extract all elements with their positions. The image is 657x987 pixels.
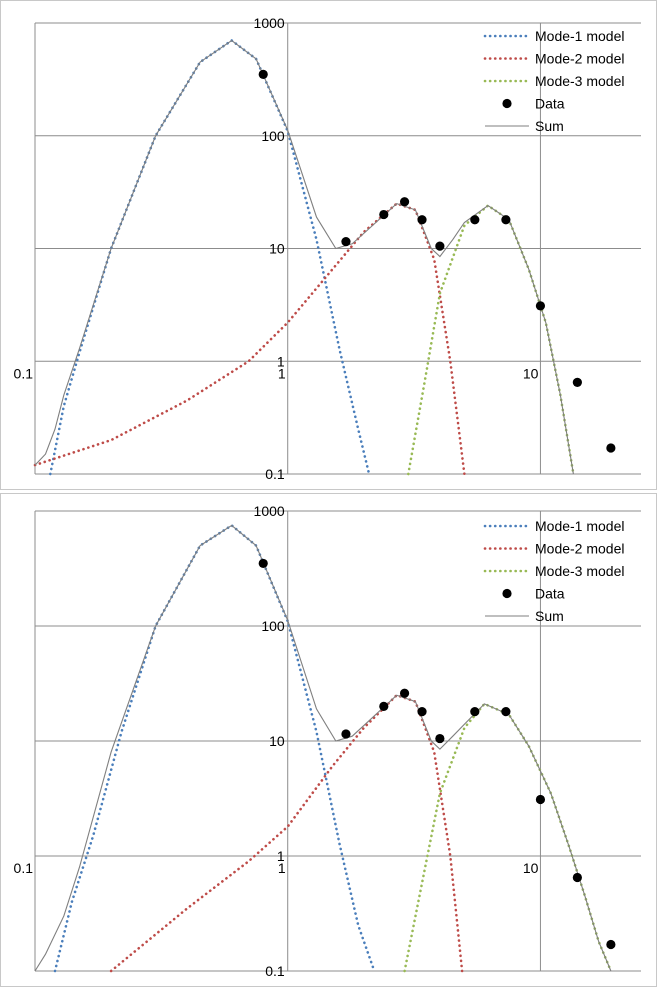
series-line-1 xyxy=(53,523,376,973)
x-tick-label: 0.1 xyxy=(14,365,34,381)
x-tick-label: 1 xyxy=(278,365,286,381)
legend-label: Sum xyxy=(535,118,564,134)
data-point xyxy=(572,872,582,883)
y-tick-label: 0.1 xyxy=(265,963,285,979)
data-point xyxy=(258,558,268,569)
data-point xyxy=(341,237,351,247)
x-tick-label: 0.1 xyxy=(14,860,34,876)
x-tick-label: 10 xyxy=(523,860,539,876)
data-point xyxy=(470,707,480,717)
legend-marker xyxy=(502,98,512,109)
data-point xyxy=(341,729,351,739)
y-tick-label: 10 xyxy=(269,241,285,257)
series-line-3 xyxy=(403,702,613,973)
chart-bottom-svg: 0.1 1 10 0.1 1 10 100 1000 Mode-1 model Mode-2 mo… xyxy=(14,503,641,979)
y-tick-label: 0.1 xyxy=(265,466,285,482)
chart-top-svg: 0.1 1 10 0.1 1 10 100 1000 Mode-1 model Mode-2 mo… xyxy=(14,15,641,482)
legend-label: Mode-3 model xyxy=(535,563,625,579)
x-tick-label: 10 xyxy=(523,365,539,381)
y-tick-label: 1000 xyxy=(254,503,285,519)
legend-label: Sum xyxy=(535,608,564,624)
series-lines xyxy=(34,523,613,973)
series-line-2 xyxy=(109,693,464,973)
series-lines xyxy=(33,38,575,476)
data-point xyxy=(379,701,389,711)
data-point xyxy=(606,443,616,453)
data-point xyxy=(535,794,546,805)
y-tick-label: 1000 xyxy=(254,15,285,31)
data-markers xyxy=(258,558,616,950)
data-point xyxy=(417,215,427,225)
data-markers xyxy=(258,69,616,453)
data-point xyxy=(258,69,268,80)
data-point xyxy=(535,301,546,311)
legend-label: Data xyxy=(535,586,565,602)
data-point xyxy=(379,209,389,220)
series-line-1 xyxy=(48,38,371,476)
legend: Mode-1 model Mode-2 model Mode-3 model Data… xyxy=(483,28,625,134)
data-point xyxy=(501,707,511,717)
series-line-2 xyxy=(33,202,466,476)
data-point xyxy=(399,688,410,698)
y-tick-label: 100 xyxy=(261,618,285,634)
tick-labels: 0.1 1 10 0.1 1 10 100 1000 xyxy=(14,15,539,482)
legend-label: Mode-1 model xyxy=(535,518,625,534)
data-point xyxy=(501,215,511,225)
data-point xyxy=(435,241,445,251)
x-tick-label: 1 xyxy=(278,860,286,876)
data-point xyxy=(435,733,445,744)
legend-label: Data xyxy=(535,96,565,112)
legend-label: Mode-2 model xyxy=(535,541,625,557)
chart-panel-top: 0.1 1 10 0.1 1 10 100 1000 Mode-1 model Mode-2 mo… xyxy=(0,0,657,490)
data-point xyxy=(572,377,582,387)
legend-marker xyxy=(502,588,512,599)
legend-label: Mode-2 model xyxy=(535,51,625,67)
data-point xyxy=(417,707,427,717)
data-point xyxy=(470,215,480,225)
y-tick-label: 100 xyxy=(261,128,285,144)
series-line-5 xyxy=(34,39,574,475)
y-tick-label: 1 xyxy=(277,353,285,369)
y-tick-label: 10 xyxy=(269,733,285,749)
gridlines xyxy=(34,22,641,475)
chart-panel-bottom: 0.1 1 10 0.1 1 10 100 1000 Mode-1 model Mode-2 mo… xyxy=(0,493,657,987)
gridlines xyxy=(34,510,641,972)
series-line-5 xyxy=(34,524,612,972)
data-point xyxy=(399,197,410,207)
series-line-3 xyxy=(406,203,575,476)
legend-label: Mode-1 model xyxy=(535,28,625,44)
data-point xyxy=(606,939,616,950)
legend: Mode-1 model Mode-2 model Mode-3 model Data… xyxy=(483,518,625,624)
legend-label: Mode-3 model xyxy=(535,73,625,89)
y-tick-label: 1 xyxy=(277,848,285,864)
tick-labels: 0.1 1 10 0.1 1 10 100 1000 xyxy=(14,503,539,979)
